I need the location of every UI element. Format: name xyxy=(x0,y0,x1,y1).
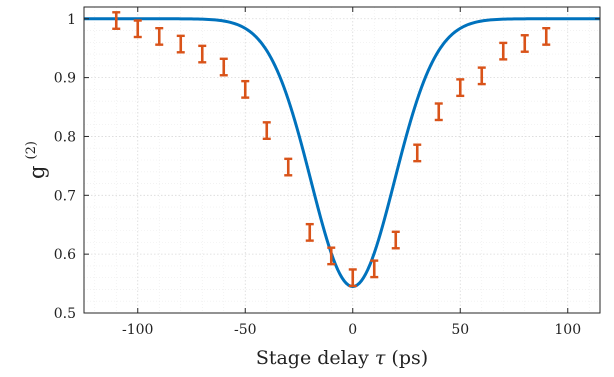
error-bar-point xyxy=(241,79,250,99)
y-tick-labels: 0.5 0.6 0.7 0.8 0.9 1 xyxy=(54,12,76,322)
error-bar-point xyxy=(133,19,142,39)
y-tick-label: 0.5 xyxy=(54,306,76,322)
data-point-layer xyxy=(112,11,551,288)
x-tick-label: -50 xyxy=(234,322,257,338)
error-bar-point xyxy=(305,222,314,242)
error-bar-point xyxy=(176,34,185,54)
error-bar-point xyxy=(456,78,465,98)
fit-curve xyxy=(84,17,600,289)
y-tick-label: 0.6 xyxy=(54,247,76,263)
x-tick-label: 100 xyxy=(554,322,581,338)
y-tick-label: 1 xyxy=(67,12,76,28)
error-bar-point xyxy=(155,26,164,46)
error-bar-point xyxy=(112,11,121,30)
x-tick-label: 0 xyxy=(348,322,357,338)
error-bar-point xyxy=(542,26,551,46)
error-bar-point xyxy=(413,143,422,163)
y-axis-title: g (2) xyxy=(24,141,49,179)
x-axis-title: Stage delay τ (ps) xyxy=(256,347,428,369)
x-axis-title-unit: (ps) xyxy=(391,347,428,369)
error-bar-point xyxy=(370,259,379,279)
error-bar-point xyxy=(477,66,486,86)
tick-mark-layer xyxy=(84,7,600,314)
error-bar-point xyxy=(198,44,207,64)
x-tick-labels: -100 -50 0 50 100 xyxy=(122,322,581,338)
y-tick-label: 0.9 xyxy=(54,71,76,87)
error-bar-point xyxy=(499,41,508,61)
x-tick-label: -100 xyxy=(122,322,153,338)
y-axis-title-main: g xyxy=(25,166,49,179)
error-bar-point xyxy=(391,230,400,250)
error-bar-point xyxy=(434,102,443,122)
y-axis-title-superscript: (2) xyxy=(24,141,39,159)
plot-frame xyxy=(83,6,601,314)
x-tick-label: 50 xyxy=(451,322,469,338)
error-bar-point xyxy=(262,121,271,141)
error-bar-point xyxy=(327,246,336,266)
x-axis-title-symbol: τ xyxy=(375,347,386,369)
error-bar-point xyxy=(348,268,357,288)
error-bar-point xyxy=(520,34,529,53)
y-tick-label: 0.7 xyxy=(54,188,76,204)
error-bar-point xyxy=(219,57,228,77)
error-bar-point xyxy=(284,157,293,177)
x-axis-title-main: Stage delay xyxy=(256,347,369,369)
fit-curve-layer xyxy=(84,17,600,289)
y-tick-label: 0.8 xyxy=(54,129,76,145)
